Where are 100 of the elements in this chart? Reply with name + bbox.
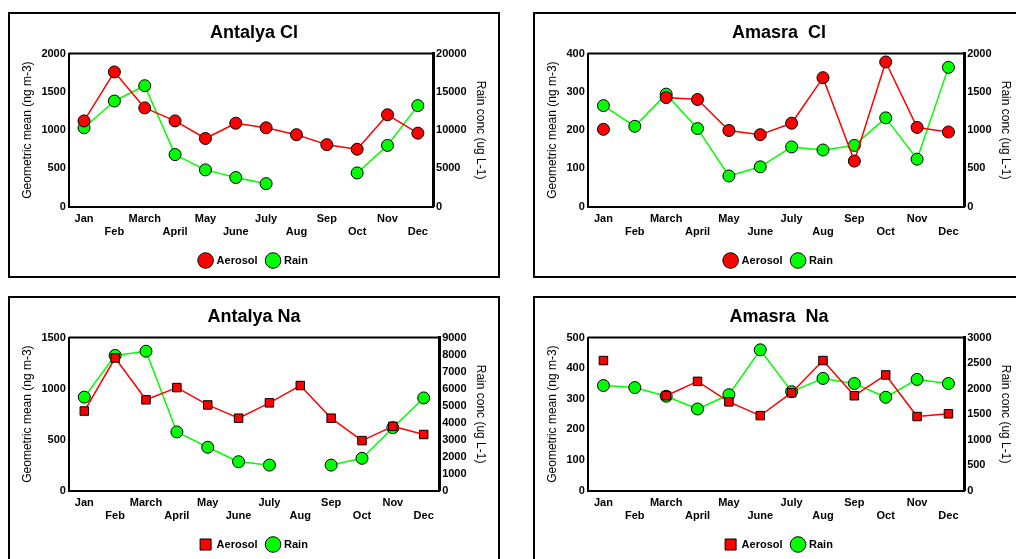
y2-tick-label: 2500 (967, 356, 992, 369)
x-tick-label: Jan (74, 496, 95, 509)
point (139, 344, 153, 358)
x-tick-label: Aug (812, 225, 834, 238)
x-tick-label: Oct (876, 509, 896, 522)
point (264, 398, 275, 408)
point (596, 379, 610, 393)
x-tick-label: Jan (593, 212, 614, 225)
x-tick-label: Feb (625, 225, 645, 238)
x-tick-label: Feb (104, 225, 125, 238)
x-tick-label: March (649, 496, 683, 509)
point (941, 60, 955, 74)
y-tick-label: 100 (566, 453, 585, 466)
y-axis-title: Geometric mean (ng m-3) (544, 61, 559, 199)
point (816, 71, 830, 85)
point (229, 171, 243, 185)
legend-label: Aerosol (741, 537, 783, 550)
y-tick-label: 400 (566, 361, 585, 374)
point (259, 121, 273, 135)
point (168, 114, 182, 128)
y-tick-label: 1000 (41, 381, 66, 394)
x-tick-label: Jan (74, 212, 94, 225)
point (289, 128, 303, 142)
y2-tick-label: 1500 (967, 84, 992, 97)
y2-tick-label: 0 (967, 483, 974, 496)
x-tick-label: June (222, 225, 249, 238)
x-tick-label: Dec (938, 509, 959, 522)
y-tick-label: 1500 (41, 330, 66, 343)
point (411, 126, 425, 140)
point (880, 370, 891, 380)
x-tick-label: April (162, 225, 188, 238)
y2-tick-label: 20000 (436, 46, 467, 59)
point (411, 99, 425, 113)
x-tick-label: Dec (407, 225, 428, 238)
point (380, 108, 394, 122)
point (233, 413, 244, 423)
point (418, 429, 429, 440)
y2-tick-label: 500 (967, 458, 986, 471)
legend-label: Rain (809, 253, 834, 266)
chart-title: Amasra Na (729, 305, 830, 326)
y2-axis-title: Rain conc (ug L-1) (474, 80, 489, 180)
point (910, 152, 924, 166)
point (879, 111, 893, 125)
x-tick-label: Feb (625, 509, 645, 522)
y2-tick-label: 15000 (436, 84, 467, 97)
x-tick-label: May (718, 496, 741, 509)
point (417, 391, 431, 405)
point (879, 390, 893, 404)
y-tick-label: 0 (578, 199, 585, 212)
point (172, 382, 182, 393)
point (847, 377, 861, 390)
legend-label: Aerosol (216, 537, 258, 550)
x-tick-label: Dec (938, 225, 959, 238)
point (596, 99, 610, 113)
point (77, 390, 91, 404)
y2-tick-label: 1000 (442, 466, 467, 479)
x-tick-label: Jan (593, 496, 614, 509)
point (138, 79, 152, 93)
y-tick-label: 200 (566, 422, 585, 435)
x-tick-label: March (649, 212, 683, 225)
point (941, 125, 955, 139)
point (910, 372, 924, 386)
y2-tick-label: 0 (436, 199, 443, 212)
y2-axis-title: Rain conc (ug L-1) (474, 364, 489, 464)
x-tick-label: July (780, 496, 804, 509)
y2-tick-label: 8000 (442, 347, 467, 360)
y2-tick-label: 2000 (967, 46, 992, 59)
point (350, 166, 364, 180)
point (941, 377, 955, 390)
chart-title: Amasra Cl (731, 21, 827, 42)
point (753, 128, 767, 142)
point (107, 65, 121, 79)
y2-tick-label: 9000 (442, 330, 467, 343)
point (170, 425, 184, 439)
x-tick-label: Oct (347, 225, 367, 238)
y-tick-label: 500 (47, 161, 66, 174)
point (722, 123, 736, 137)
x-tick-label: June (225, 509, 252, 522)
y-tick-label: 0 (578, 483, 585, 496)
y2-tick-label: 1500 (967, 407, 992, 420)
point (659, 91, 673, 105)
x-tick-label: June (747, 509, 774, 522)
y2-tick-label: 3000 (967, 330, 992, 343)
point (110, 353, 120, 363)
x-tick-label: Nov (906, 496, 929, 509)
point (229, 116, 243, 130)
legend-label: Rain (809, 537, 834, 550)
x-tick-label: Oct (352, 509, 372, 522)
y2-axis-title: Rain conc (ug L-1) (999, 364, 1014, 464)
point (691, 93, 705, 106)
point (295, 380, 306, 391)
x-tick-label: Sep (844, 496, 865, 509)
x-tick-label: March (129, 496, 163, 509)
y-tick-label: 1000 (41, 123, 66, 136)
point (849, 391, 860, 401)
x-tick-label: June (747, 225, 774, 238)
y-axis-title: Geometric mean (ng m-3) (544, 345, 559, 483)
point (912, 411, 922, 422)
y2-tick-label: 5000 (436, 161, 461, 174)
y2-tick-label: 1000 (967, 432, 992, 445)
